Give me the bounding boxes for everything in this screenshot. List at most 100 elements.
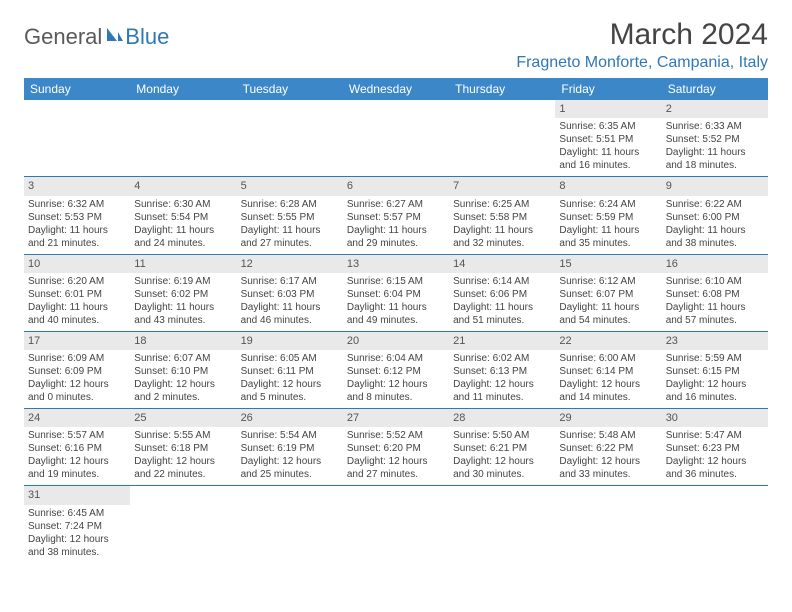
calendar-day-cell: 29Sunrise: 5:48 AMSunset: 6:22 PMDayligh…: [555, 409, 661, 486]
day-d2: and 24 minutes.: [134, 237, 232, 250]
calendar-day-cell: 10Sunrise: 6:20 AMSunset: 6:01 PMDayligh…: [24, 254, 130, 331]
day-d1: Daylight: 11 hours: [347, 224, 445, 237]
day-sr: Sunrise: 5:57 AM: [28, 429, 126, 442]
calendar-day-cell: [237, 486, 343, 563]
calendar-day-cell: 26Sunrise: 5:54 AMSunset: 6:19 PMDayligh…: [237, 409, 343, 486]
day-sr: Sunrise: 5:52 AM: [347, 429, 445, 442]
day-sr: Sunrise: 6:27 AM: [347, 198, 445, 211]
day-d2: and 14 minutes.: [559, 391, 657, 404]
calendar-day-cell: [237, 100, 343, 177]
calendar-day-cell: 6Sunrise: 6:27 AMSunset: 5:57 PMDaylight…: [343, 177, 449, 254]
day-number: 19: [237, 332, 343, 350]
day-d2: and 36 minutes.: [666, 468, 764, 481]
calendar-day-cell: [343, 486, 449, 563]
calendar-day-cell: 31Sunrise: 6:45 AMSunset: 7:24 PMDayligh…: [24, 486, 130, 563]
day-number: 5: [237, 177, 343, 195]
day-sr: Sunrise: 6:22 AM: [666, 198, 764, 211]
day-d2: and 51 minutes.: [453, 314, 551, 327]
location: Fragneto Monforte, Campania, Italy: [516, 54, 768, 72]
day-d1: Daylight: 12 hours: [347, 378, 445, 391]
day-content: Sunrise: 5:47 AMSunset: 6:23 PMDaylight:…: [662, 427, 768, 485]
day-ss: Sunset: 6:02 PM: [134, 288, 232, 301]
day-ss: Sunset: 6:23 PM: [666, 442, 764, 455]
calendar-day-cell: [555, 486, 661, 563]
calendar-day-cell: 25 Sunrise: 5:55 AMSunset: 6:18 PMDayligh…: [130, 409, 236, 486]
day-content: Sunrise: 6:32 AMSunset: 5:53 PMDaylight:…: [24, 196, 130, 254]
calendar-day-cell: 15Sunrise: 6:12 AMSunset: 6:07 PMDayligh…: [555, 254, 661, 331]
day-ss: Sunset: 5:52 PM: [666, 133, 764, 146]
day-ss: Sunset: 6:13 PM: [453, 365, 551, 378]
day-d1: Daylight: 12 hours: [241, 455, 339, 468]
weekday-header: Wednesday: [343, 78, 449, 100]
title-block: March 2024 Fragneto Monforte, Campania, …: [516, 18, 768, 72]
day-d2: and 38 minutes.: [666, 237, 764, 250]
day-sr: Sunrise: 6:19 AM: [134, 275, 232, 288]
day-sr: Sunrise: 6:32 AM: [28, 198, 126, 211]
day-content: Sunrise: 6:00 AMSunset: 6:14 PMDaylight:…: [555, 350, 661, 408]
day-content: Sunrise: 6:45 AMSunset: 7:24 PMDaylight:…: [24, 505, 130, 563]
day-d2: and 35 minutes.: [559, 237, 657, 250]
day-number: 25: [130, 409, 236, 427]
day-d2: and 38 minutes.: [28, 546, 126, 559]
day-d2: and 32 minutes.: [453, 237, 551, 250]
day-d2: and 19 minutes.: [28, 468, 126, 481]
day-d2: and 27 minutes.: [241, 237, 339, 250]
day-content: Sunrise: 6:33 AMSunset: 5:52 PMDaylight:…: [662, 118, 768, 176]
day-d1: Daylight: 11 hours: [28, 301, 126, 314]
day-content: Sunrise: 5:57 AMSunset: 6:16 PMDaylight:…: [24, 427, 130, 485]
day-ss: Sunset: 6:06 PM: [453, 288, 551, 301]
day-sr: Sunrise: 5:55 AM: [134, 429, 232, 442]
calendar-day-cell: 17Sunrise: 6:09 AMSunset: 6:09 PMDayligh…: [24, 331, 130, 408]
day-d1: Daylight: 12 hours: [559, 378, 657, 391]
day-ss: Sunset: 6:07 PM: [559, 288, 657, 301]
calendar-day-cell: 21Sunrise: 6:02 AMSunset: 6:13 PMDayligh…: [449, 331, 555, 408]
day-sr: Sunrise: 5:48 AM: [559, 429, 657, 442]
day-number: 26: [237, 409, 343, 427]
day-number: 24: [24, 409, 130, 427]
day-d2: and 46 minutes.: [241, 314, 339, 327]
day-ss: Sunset: 6:18 PM: [134, 442, 232, 455]
day-d1: Daylight: 12 hours: [241, 378, 339, 391]
day-number: 27: [343, 409, 449, 427]
day-number: 4: [130, 177, 236, 195]
calendar-day-cell: 23Sunrise: 5:59 AMSunset: 6:15 PMDayligh…: [662, 331, 768, 408]
day-d1: Daylight: 12 hours: [666, 378, 764, 391]
weekday-header: Sunday: [24, 78, 130, 100]
logo: General Blue: [24, 24, 169, 50]
day-d2: and 8 minutes.: [347, 391, 445, 404]
day-sr: Sunrise: 6:28 AM: [241, 198, 339, 211]
day-sr: Sunrise: 6:12 AM: [559, 275, 657, 288]
day-number: 20: [343, 332, 449, 350]
day-d1: Daylight: 11 hours: [453, 224, 551, 237]
day-d1: Daylight: 12 hours: [28, 533, 126, 546]
day-d1: Daylight: 12 hours: [134, 455, 232, 468]
day-d2: and 18 minutes.: [666, 159, 764, 172]
day-d1: Daylight: 11 hours: [559, 224, 657, 237]
day-content: Sunrise: 6:22 AMSunset: 6:00 PMDaylight:…: [662, 196, 768, 254]
day-sr: Sunrise: 6:14 AM: [453, 275, 551, 288]
day-content: Sunrise: 6:19 AMSunset: 6:02 PMDaylight:…: [130, 273, 236, 331]
day-d2: and 40 minutes.: [28, 314, 126, 327]
calendar-day-cell: 8Sunrise: 6:24 AMSunset: 5:59 PMDaylight…: [555, 177, 661, 254]
calendar-day-cell: 27Sunrise: 5:52 AMSunset: 6:20 PMDayligh…: [343, 409, 449, 486]
day-content: Sunrise: 6:27 AMSunset: 5:57 PMDaylight:…: [343, 196, 449, 254]
day-ss: Sunset: 6:16 PM: [28, 442, 126, 455]
day-sr: Sunrise: 6:25 AM: [453, 198, 551, 211]
day-ss: Sunset: 6:00 PM: [666, 211, 764, 224]
day-number: 29: [555, 409, 661, 427]
day-d1: Daylight: 11 hours: [666, 301, 764, 314]
calendar-day-cell: 19Sunrise: 6:05 AMSunset: 6:11 PMDayligh…: [237, 331, 343, 408]
day-d2: and 21 minutes.: [28, 237, 126, 250]
calendar-day-cell: 22Sunrise: 6:00 AMSunset: 6:14 PMDayligh…: [555, 331, 661, 408]
calendar-day-cell: [449, 100, 555, 177]
day-content: Sunrise: 6:12 AMSunset: 6:07 PMDaylight:…: [555, 273, 661, 331]
day-d1: Daylight: 12 hours: [134, 378, 232, 391]
calendar-day-cell: 9Sunrise: 6:22 AMSunset: 6:00 PMDaylight…: [662, 177, 768, 254]
calendar-day-cell: 11Sunrise: 6:19 AMSunset: 6:02 PMDayligh…: [130, 254, 236, 331]
day-ss: Sunset: 6:22 PM: [559, 442, 657, 455]
day-number: 12: [237, 255, 343, 273]
day-sr: Sunrise: 6:45 AM: [28, 507, 126, 520]
calendar-week-row: 24Sunrise: 5:57 AMSunset: 6:16 PMDayligh…: [24, 409, 768, 486]
day-number: 28: [449, 409, 555, 427]
calendar-day-cell: 1Sunrise: 6:35 AMSunset: 5:51 PMDaylight…: [555, 100, 661, 177]
